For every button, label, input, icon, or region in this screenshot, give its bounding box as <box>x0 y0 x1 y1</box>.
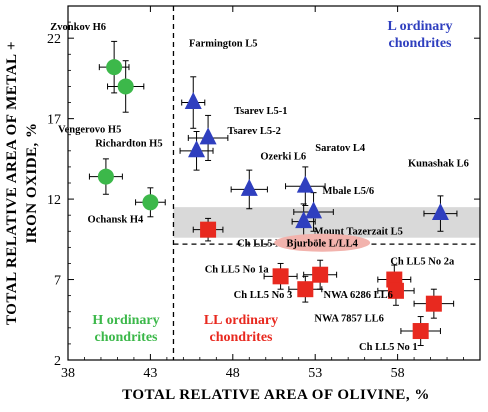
point-label: Vengerovo H5 <box>58 124 121 135</box>
point-label: Zvonkov H6 <box>50 22 106 33</box>
point-label: Ch LL5 No 2a <box>390 257 455 268</box>
data-point-circle <box>117 78 134 95</box>
point-label: Mount Tazerzait L5 <box>314 227 403 238</box>
group-label-line: chondrites <box>95 330 159 345</box>
point-label: Tsarev L5-2 <box>228 126 281 137</box>
point-label: Farmington L5 <box>189 39 258 50</box>
point-label: Ochansk H4 <box>88 214 144 225</box>
data-point-triangle <box>305 201 323 219</box>
data-point-triangle <box>188 140 206 158</box>
data-point-triangle <box>295 211 313 229</box>
data-point-square <box>425 295 442 312</box>
label-highlight <box>274 233 371 252</box>
point-label: Bjurböle L/LL4 <box>286 239 358 250</box>
point-label: Richardton H5 <box>95 139 162 150</box>
data-point-square <box>387 282 404 299</box>
group-label-line: chondrites <box>389 36 453 51</box>
data-point-square <box>312 266 329 283</box>
x-axis-title: TOTAL RELATIVE AREA OF OLIVINE, % <box>122 387 430 403</box>
y-axis-title: TOTAL RELATIVE AREA OF METAL + IRON OXIDE… <box>4 41 40 325</box>
x-tick-label: 48 <box>226 366 240 381</box>
y-tick-label: 12 <box>47 193 61 208</box>
point-label: Ch LL5 No 1a <box>205 264 270 275</box>
y-tick-label: 22 <box>47 32 61 47</box>
group-label: LL ordinary chondrites <box>204 313 278 345</box>
x-tick-label: 53 <box>308 366 322 381</box>
y-tick-label: 17 <box>47 113 61 128</box>
point-label: Ch LL5 No 1 <box>359 342 418 353</box>
group-label: L ordinary chondrites <box>388 19 453 51</box>
point-label: Ozerki L6 <box>260 151 306 162</box>
y-tick-label: 7 <box>54 274 61 289</box>
data-point-triangle <box>184 92 202 110</box>
data-point-circle <box>97 168 114 185</box>
point-label: Ch LL5 No 3 <box>234 290 293 301</box>
y-axis-title-line-2: IRON OXIDE, % <box>24 122 40 243</box>
group-label-line: chondrites <box>210 330 274 345</box>
data-point-triangle <box>296 175 314 193</box>
x-tick-label: 58 <box>391 366 405 381</box>
y-tick-label: 2 <box>54 354 61 369</box>
point-label: Tsarev L5-1 <box>234 106 287 117</box>
x-tick-label: 38 <box>61 366 75 381</box>
data-point-triangle <box>240 178 258 196</box>
point-label: Mbale L5/6 <box>323 186 375 197</box>
point-label: Ch LL5 No 2 <box>237 239 296 250</box>
data-point-circle <box>106 59 123 76</box>
data-point-circle <box>142 194 159 211</box>
x-tick-label: 43 <box>143 366 157 381</box>
data-point-square <box>412 323 429 340</box>
data-point-square <box>200 221 217 238</box>
plot-frame <box>67 5 481 361</box>
point-label: NWA 7857 LL6 <box>314 314 383 325</box>
data-point-square <box>272 268 289 285</box>
data-point-triangle <box>199 127 217 145</box>
point-label: NWA 6286 LL6 <box>324 290 393 301</box>
group-label-line: LL ordinary <box>204 313 278 328</box>
y-axis-title-line-1: TOTAL RELATIVE AREA OF METAL + <box>4 41 20 325</box>
group-label-line: H ordinary <box>92 313 159 328</box>
data-point-square <box>297 281 314 298</box>
group-label-line: L ordinary <box>388 19 453 34</box>
data-point-triangle <box>431 203 449 221</box>
group-label: H ordinary chondrites <box>92 313 159 345</box>
point-label: Saratov L4 <box>315 143 366 154</box>
point-label: Kunashak L6 <box>408 159 469 170</box>
